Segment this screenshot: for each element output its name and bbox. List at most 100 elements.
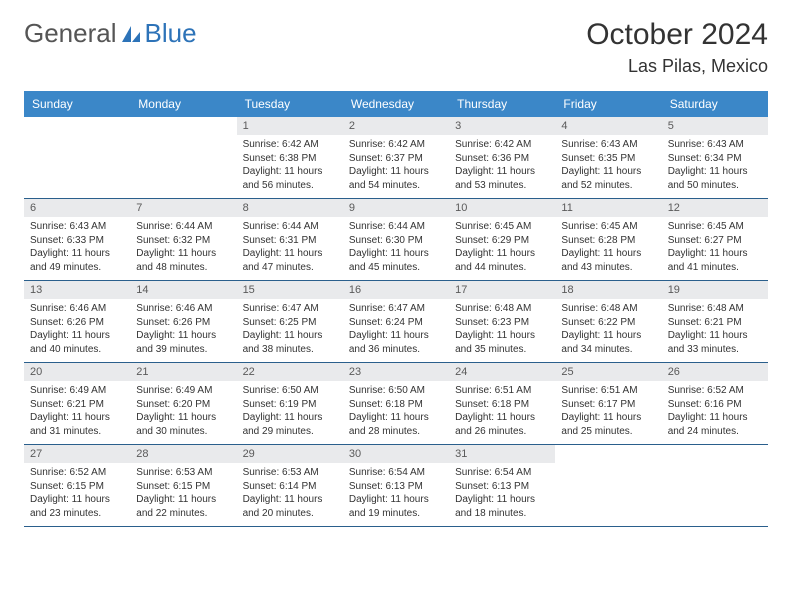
- sunrise-text: Sunrise: 6:53 AM: [136, 466, 230, 480]
- day-body: Sunrise: 6:52 AMSunset: 6:15 PMDaylight:…: [24, 463, 130, 526]
- daylight-text: Daylight: 11 hours and 54 minutes.: [349, 165, 443, 192]
- sunrise-text: Sunrise: 6:49 AM: [30, 384, 124, 398]
- daylight-text: Daylight: 11 hours and 23 minutes.: [30, 493, 124, 520]
- day-body: Sunrise: 6:54 AMSunset: 6:13 PMDaylight:…: [343, 463, 449, 526]
- day-body: Sunrise: 6:43 AMSunset: 6:35 PMDaylight:…: [555, 135, 661, 198]
- week-row: 1Sunrise: 6:42 AMSunset: 6:38 PMDaylight…: [24, 117, 768, 199]
- sunset-text: Sunset: 6:36 PM: [455, 152, 549, 166]
- sunset-text: Sunset: 6:18 PM: [349, 398, 443, 412]
- daylight-text: Daylight: 11 hours and 52 minutes.: [561, 165, 655, 192]
- day-cell: 16Sunrise: 6:47 AMSunset: 6:24 PMDayligh…: [343, 281, 449, 362]
- title-block: October 2024 Las Pilas, Mexico: [586, 18, 768, 77]
- sunset-text: Sunset: 6:24 PM: [349, 316, 443, 330]
- day-cell: 15Sunrise: 6:47 AMSunset: 6:25 PMDayligh…: [237, 281, 343, 362]
- daylight-text: Daylight: 11 hours and 45 minutes.: [349, 247, 443, 274]
- sunset-text: Sunset: 6:16 PM: [668, 398, 762, 412]
- daylight-text: Daylight: 11 hours and 22 minutes.: [136, 493, 230, 520]
- sunset-text: Sunset: 6:37 PM: [349, 152, 443, 166]
- sunrise-text: Sunrise: 6:44 AM: [243, 220, 337, 234]
- location-label: Las Pilas, Mexico: [586, 56, 768, 77]
- logo-text-blue: Blue: [145, 18, 197, 49]
- day-body: Sunrise: 6:53 AMSunset: 6:15 PMDaylight:…: [130, 463, 236, 526]
- sunset-text: Sunset: 6:21 PM: [30, 398, 124, 412]
- day-body: Sunrise: 6:51 AMSunset: 6:17 PMDaylight:…: [555, 381, 661, 444]
- sunrise-text: Sunrise: 6:48 AM: [561, 302, 655, 316]
- day-number: 23: [343, 363, 449, 381]
- day-header-cell: Sunday: [24, 91, 130, 117]
- sunrise-text: Sunrise: 6:43 AM: [561, 138, 655, 152]
- sunset-text: Sunset: 6:22 PM: [561, 316, 655, 330]
- day-number: 3: [449, 117, 555, 135]
- sunrise-text: Sunrise: 6:50 AM: [243, 384, 337, 398]
- day-number: 25: [555, 363, 661, 381]
- day-body: Sunrise: 6:45 AMSunset: 6:28 PMDaylight:…: [555, 217, 661, 280]
- daylight-text: Daylight: 11 hours and 56 minutes.: [243, 165, 337, 192]
- logo-text-general: General: [24, 18, 117, 49]
- day-cell: 6Sunrise: 6:43 AMSunset: 6:33 PMDaylight…: [24, 199, 130, 280]
- sunset-text: Sunset: 6:20 PM: [136, 398, 230, 412]
- daylight-text: Daylight: 11 hours and 44 minutes.: [455, 247, 549, 274]
- sunrise-text: Sunrise: 6:44 AM: [136, 220, 230, 234]
- logo-sail-icon: [120, 24, 142, 44]
- day-number: 18: [555, 281, 661, 299]
- day-cell: 19Sunrise: 6:48 AMSunset: 6:21 PMDayligh…: [662, 281, 768, 362]
- day-number: 29: [237, 445, 343, 463]
- day-cell: 21Sunrise: 6:49 AMSunset: 6:20 PMDayligh…: [130, 363, 236, 444]
- sunset-text: Sunset: 6:17 PM: [561, 398, 655, 412]
- day-header-cell: Monday: [130, 91, 236, 117]
- day-cell: 10Sunrise: 6:45 AMSunset: 6:29 PMDayligh…: [449, 199, 555, 280]
- sunrise-text: Sunrise: 6:47 AM: [243, 302, 337, 316]
- day-number: 16: [343, 281, 449, 299]
- day-body: Sunrise: 6:49 AMSunset: 6:21 PMDaylight:…: [24, 381, 130, 444]
- daylight-text: Daylight: 11 hours and 26 minutes.: [455, 411, 549, 438]
- daylight-text: Daylight: 11 hours and 20 minutes.: [243, 493, 337, 520]
- day-body: Sunrise: 6:46 AMSunset: 6:26 PMDaylight:…: [130, 299, 236, 362]
- day-cell: 4Sunrise: 6:43 AMSunset: 6:35 PMDaylight…: [555, 117, 661, 198]
- day-number: 4: [555, 117, 661, 135]
- day-number: 30: [343, 445, 449, 463]
- header: General Blue October 2024 Las Pilas, Mex…: [24, 18, 768, 77]
- day-body: Sunrise: 6:47 AMSunset: 6:24 PMDaylight:…: [343, 299, 449, 362]
- day-header-cell: Tuesday: [237, 91, 343, 117]
- sunrise-text: Sunrise: 6:45 AM: [668, 220, 762, 234]
- day-body: Sunrise: 6:45 AMSunset: 6:27 PMDaylight:…: [662, 217, 768, 280]
- day-body: Sunrise: 6:42 AMSunset: 6:38 PMDaylight:…: [237, 135, 343, 198]
- sunset-text: Sunset: 6:26 PM: [30, 316, 124, 330]
- day-body: Sunrise: 6:45 AMSunset: 6:29 PMDaylight:…: [449, 217, 555, 280]
- day-body: Sunrise: 6:47 AMSunset: 6:25 PMDaylight:…: [237, 299, 343, 362]
- day-cell: 28Sunrise: 6:53 AMSunset: 6:15 PMDayligh…: [130, 445, 236, 526]
- sunrise-text: Sunrise: 6:53 AM: [243, 466, 337, 480]
- sunrise-text: Sunrise: 6:49 AM: [136, 384, 230, 398]
- day-body: Sunrise: 6:53 AMSunset: 6:14 PMDaylight:…: [237, 463, 343, 526]
- sunset-text: Sunset: 6:27 PM: [668, 234, 762, 248]
- week-row: 6Sunrise: 6:43 AMSunset: 6:33 PMDaylight…: [24, 199, 768, 281]
- daylight-text: Daylight: 11 hours and 33 minutes.: [668, 329, 762, 356]
- day-cell: 27Sunrise: 6:52 AMSunset: 6:15 PMDayligh…: [24, 445, 130, 526]
- day-cell: 7Sunrise: 6:44 AMSunset: 6:32 PMDaylight…: [130, 199, 236, 280]
- day-header-cell: Saturday: [662, 91, 768, 117]
- day-number: 2: [343, 117, 449, 135]
- day-cell: 8Sunrise: 6:44 AMSunset: 6:31 PMDaylight…: [237, 199, 343, 280]
- logo: General Blue: [24, 18, 197, 49]
- day-number: 14: [130, 281, 236, 299]
- daylight-text: Daylight: 11 hours and 40 minutes.: [30, 329, 124, 356]
- day-cell: 13Sunrise: 6:46 AMSunset: 6:26 PMDayligh…: [24, 281, 130, 362]
- daylight-text: Daylight: 11 hours and 48 minutes.: [136, 247, 230, 274]
- day-cell: 2Sunrise: 6:42 AMSunset: 6:37 PMDaylight…: [343, 117, 449, 198]
- day-body: Sunrise: 6:48 AMSunset: 6:22 PMDaylight:…: [555, 299, 661, 362]
- sunrise-text: Sunrise: 6:51 AM: [455, 384, 549, 398]
- daylight-text: Daylight: 11 hours and 29 minutes.: [243, 411, 337, 438]
- sunset-text: Sunset: 6:34 PM: [668, 152, 762, 166]
- day-cell: [662, 445, 768, 526]
- sunrise-text: Sunrise: 6:52 AM: [668, 384, 762, 398]
- day-number: 10: [449, 199, 555, 217]
- sunrise-text: Sunrise: 6:46 AM: [136, 302, 230, 316]
- sunset-text: Sunset: 6:13 PM: [455, 480, 549, 494]
- day-header-row: SundayMondayTuesdayWednesdayThursdayFrid…: [24, 91, 768, 117]
- day-number: 22: [237, 363, 343, 381]
- sunrise-text: Sunrise: 6:51 AM: [561, 384, 655, 398]
- sunrise-text: Sunrise: 6:43 AM: [668, 138, 762, 152]
- day-number: 13: [24, 281, 130, 299]
- day-number: 15: [237, 281, 343, 299]
- week-row: 13Sunrise: 6:46 AMSunset: 6:26 PMDayligh…: [24, 281, 768, 363]
